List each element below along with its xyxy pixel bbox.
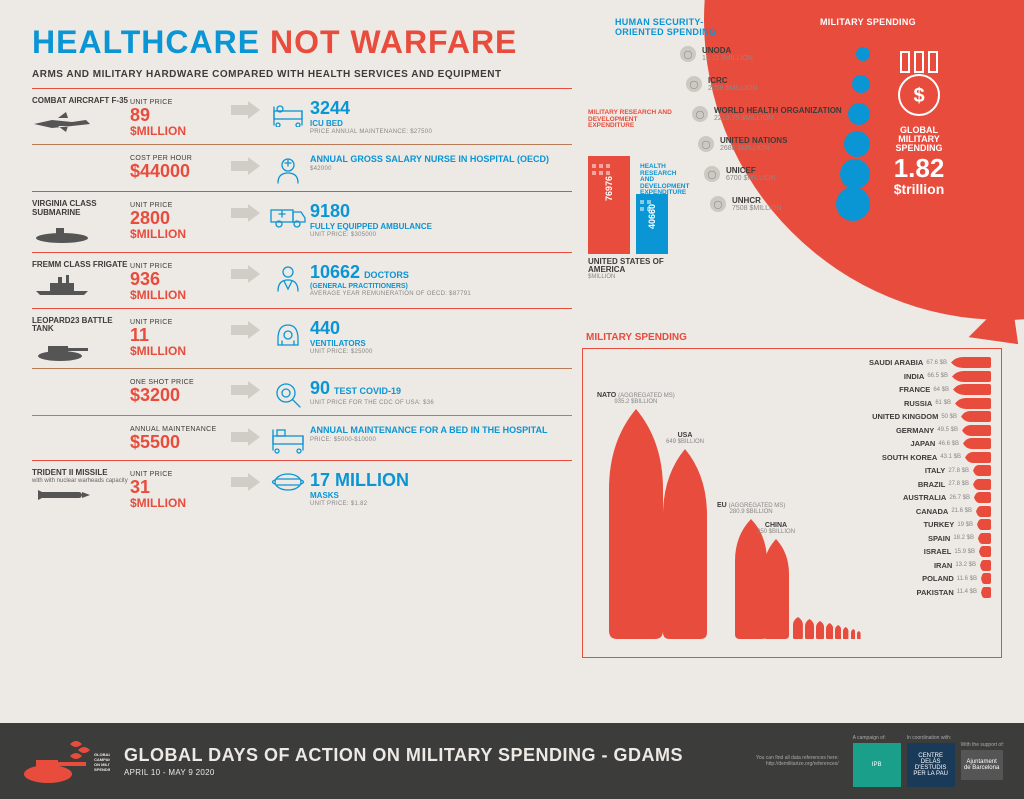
subtitle: ARMS AND MILITARY HARDWARE COMPARED WITH… xyxy=(32,69,517,80)
arrow-icon xyxy=(231,157,261,175)
building-military: 76976 xyxy=(588,156,630,254)
small-bullet xyxy=(816,617,824,639)
medal-icon: $ xyxy=(889,50,949,120)
title: HEALTHCARE NOT WARFARE xyxy=(32,24,517,61)
org-item: ◯UNHCR7508 $MILLION xyxy=(710,196,850,212)
arrow-icon xyxy=(231,473,261,491)
gms-badge: $ GLOBAL MILITARY SPENDING 1.82 $trillio… xyxy=(854,50,984,197)
arrow-icon xyxy=(231,204,261,222)
big-bullets: NATO (AGGREGATED MS)935.2 $BILLIONUSA649… xyxy=(593,359,833,649)
country-row: ITALY27.8 $B xyxy=(821,465,991,476)
country-row: INDIA66.5 $B xyxy=(821,371,991,382)
country-row: TURKEY19 $B xyxy=(821,519,991,530)
title-warfare: NOT WARFARE xyxy=(270,24,517,60)
tank-leaf-icon: GLOBAL CAMPAIGN ON MILITARY SPENDING xyxy=(20,736,110,786)
comparison-row: COST PER HOUR$44000 ANNUAL GROSS SALARY … xyxy=(32,144,572,191)
big-bullet: CHINA250 $BILLION xyxy=(757,522,795,639)
svg-text:SPENDING: SPENDING xyxy=(94,767,110,772)
footer-logo: GLOBAL CAMPAIGN ON MILITARY SPENDING xyxy=(20,736,110,786)
us-mrd-val: 76976 xyxy=(604,176,614,201)
footer-title: GLOBAL DAYS OF ACTION ON MILITARY SPENDI… xyxy=(124,745,683,766)
arrow-icon xyxy=(231,321,261,339)
country-row: GERMANY49.5 $B xyxy=(821,425,991,436)
country-row: FRANCE64 $B xyxy=(821,384,991,395)
us-hrd-val: 40660 xyxy=(647,204,657,229)
country-row: RUSSIA61 $B xyxy=(821,398,991,409)
us-unit: $MILLION xyxy=(588,274,684,280)
country-row: SPAIN18.2 $B xyxy=(821,533,991,544)
country-row: PAKISTAN11.4 $B xyxy=(821,587,991,598)
title-healthcare: HEALTHCARE xyxy=(32,24,260,60)
country-row: CANADA21.6 $B xyxy=(821,506,991,517)
org-item: ◯UNICEF6700 $MILLION xyxy=(704,166,850,182)
comparison-row: TRIDENT II MISSILEwith with nuclear warh… xyxy=(32,460,572,518)
country-row: BRAZIL27.8 $B xyxy=(821,479,991,490)
gms-value: 1.82 xyxy=(854,155,984,181)
comparison-row: FREMM CLASS FRIGATE UNIT PRICE936$MILLIO… xyxy=(32,252,572,308)
human-security-label: HUMAN SECURITY-ORIENTED SPENDING xyxy=(615,18,735,38)
footer-ref: You can find all data references here: h… xyxy=(756,755,839,767)
country-row: UNITED KINGDOM50 $B xyxy=(821,411,991,422)
comparison-row: VIRGINIA CLASS SUBMARINE UNIT PRICE2800$… xyxy=(32,191,572,252)
arrow-icon xyxy=(231,101,261,119)
us-name: UNITED STATES OF AMERICA xyxy=(588,258,684,274)
header: HEALTHCARE NOT WARFARE ARMS AND MILITARY… xyxy=(32,24,517,80)
comparisons: COMBAT AIRCRAFT F-35 UNIT PRICE89$MILLIO… xyxy=(32,88,572,518)
country-row: AUSTRALIA26.7 $B xyxy=(821,492,991,503)
small-bullet xyxy=(843,623,848,639)
country-list: SAUDI ARABIA67.6 $B INDIA66.5 $B FRANCE64 … xyxy=(821,357,991,600)
org-list: ◯UNODA15.11 $MILLION ◯ICRC2058 $MILLION ◯W… xyxy=(680,46,850,226)
ms-box: NATO (AGGREGATED MS)935.2 $BILLIONUSA649… xyxy=(582,348,1002,658)
comparison-row: ANNUAL MAINTENANCE$5500 ANNUAL MAINTENAN… xyxy=(32,415,572,460)
org-item: ◯ICRC2058 $MILLION xyxy=(686,76,850,92)
small-bullet xyxy=(805,615,814,639)
arrow-icon xyxy=(231,428,261,446)
org-item: ◯WORLD HEALTH ORGANIZATION2210.75 $MILLI… xyxy=(692,106,850,122)
footer: GLOBAL CAMPAIGN ON MILITARY SPENDING GLO… xyxy=(0,723,1024,799)
country-row: JAPAN46.6 $B xyxy=(821,438,991,449)
big-bullet: USA649 $BILLION xyxy=(663,432,707,639)
footer-text: GLOBAL DAYS OF ACTION ON MILITARY SPENDI… xyxy=(124,745,683,777)
org-item: ◯UNITED NATIONS2688 $MILLION xyxy=(698,136,850,152)
small-bullet xyxy=(857,627,861,639)
country-row: POLAND11.6 $B xyxy=(821,573,991,584)
gms-unit: $trillion xyxy=(854,181,984,197)
building-health: 40660 xyxy=(636,194,668,254)
comparison-row: LEOPARD23 BATTLE TANK UNIT PRICE11$MILLI… xyxy=(32,308,572,369)
footer-date: APRIL 10 - MAY 9 2020 xyxy=(124,768,683,777)
small-bullet xyxy=(835,621,841,639)
comparison-row: ONE SHOT PRICE$3200 90TEST COVID-19UNIT … xyxy=(32,368,572,415)
svg-text:$: $ xyxy=(913,85,924,107)
military-spending-label: MILITARY SPENDING xyxy=(820,18,916,28)
country-row: SAUDI ARABIA67.6 $B xyxy=(821,357,991,368)
badge-delas: CENTRE DELÀS D'ESTUDIS PER LA PAU xyxy=(907,743,955,787)
ms-box-title: MILITARY SPENDING xyxy=(586,332,687,343)
arrow-icon xyxy=(231,381,261,399)
badge-bcn: Ajuntament de Barcelona xyxy=(961,750,1003,780)
comparison-row: COMBAT AIRCRAFT F-35 UNIT PRICE89$MILLIO… xyxy=(32,88,572,144)
badge-ipb: IPB xyxy=(853,743,901,787)
country-row: IRAN13.2 $B xyxy=(821,560,991,571)
footer-badges: You can find all data references here: h… xyxy=(756,735,1004,787)
arrow-icon xyxy=(231,265,261,283)
us-block: MILITARY RESEARCH AND DEVELOPMENT EXPEND… xyxy=(588,110,684,280)
small-bullet xyxy=(851,625,856,639)
small-bullets xyxy=(793,613,861,639)
us-mrd-label: MILITARY RESEARCH AND DEVELOPMENT EXPEND… xyxy=(588,110,684,130)
country-row: ISRAEL15.9 $B xyxy=(821,546,991,557)
org-item: ◯UNODA15.11 $MILLION xyxy=(680,46,850,62)
gms-l3: SPENDING xyxy=(854,144,984,153)
country-row: SOUTH KOREA43.1 $B xyxy=(821,452,991,463)
small-bullet xyxy=(826,619,833,639)
